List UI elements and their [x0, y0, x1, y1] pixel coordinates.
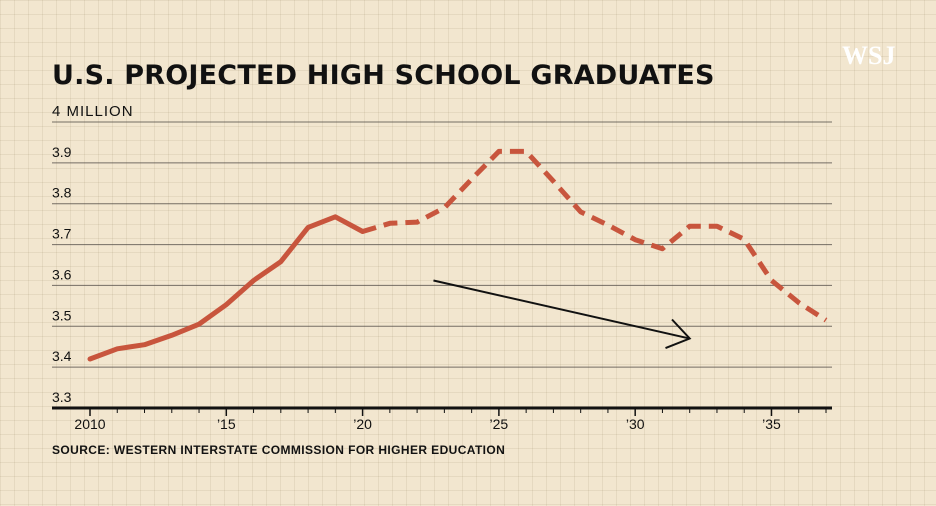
wsj-logo: WSJ	[842, 41, 895, 70]
y-tick-label: 3.5	[52, 307, 72, 323]
y-tick-label: 3.8	[52, 185, 72, 201]
unit-label: 4 MILLION	[52, 103, 134, 120]
y-tick-label: 3.3	[52, 389, 72, 405]
source-note: SOURCE: WESTERN INTERSTATE COMMISSION FO…	[52, 443, 505, 457]
x-tick-label: ’35	[762, 416, 781, 432]
trend-arrow-head	[665, 318, 692, 350]
x-tick-label: ’30	[626, 416, 645, 432]
x-tick-label: ’20	[353, 416, 372, 432]
gridlines	[52, 121, 832, 410]
x-axis-ticks: 2010 ’15 ’20 ’25 ’30 ’35	[74, 408, 827, 432]
y-tick-label: 3.4	[52, 348, 72, 364]
series	[87, 148, 828, 362]
projected-series-line	[361, 148, 828, 323]
chart-title: U.S. PROJECTED HIGH SCHOOL GRADUATES	[52, 60, 715, 91]
trend-arrow-line	[433, 279, 690, 340]
y-tick-label: 3.7	[52, 226, 72, 242]
actual-series-line	[87, 214, 366, 362]
y-tick-label: 3.6	[52, 266, 72, 282]
annotations	[433, 279, 692, 350]
x-tick-label: ’25	[490, 416, 509, 432]
y-axis-ticks: 3.3 3.4 3.5 3.6 3.7 3.8 3.9	[52, 144, 72, 405]
x-tick-label: ’15	[217, 416, 236, 432]
x-tick-label: 2010	[74, 416, 105, 432]
y-tick-label: 3.9	[52, 144, 72, 160]
